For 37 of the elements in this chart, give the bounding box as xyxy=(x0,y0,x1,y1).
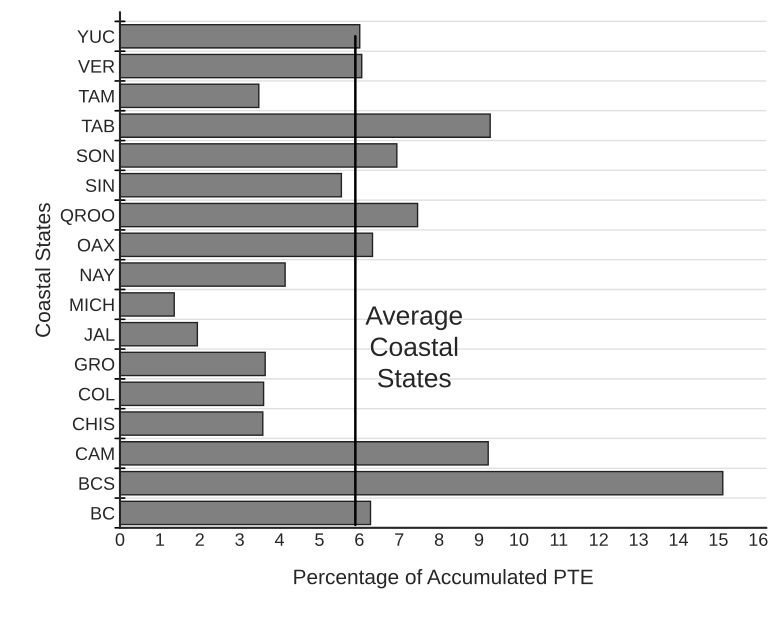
x-tick-label: 9 xyxy=(474,533,484,546)
y-tick-label: COL xyxy=(78,388,115,400)
y-tick-label: QROO xyxy=(60,208,114,225)
x-tick-label: 2 xyxy=(196,533,204,546)
x-tick-label: 16 xyxy=(750,533,768,546)
y-tick-label: SIN xyxy=(86,179,114,192)
y-tick-label: OAX xyxy=(78,238,115,252)
y-tick-label: NAY xyxy=(80,268,115,282)
y-tick-label: JAL xyxy=(84,328,115,341)
x-tick-label: 10 xyxy=(510,533,528,546)
x-tick-label: 1 xyxy=(156,533,164,546)
y-tick-label: TAM xyxy=(78,90,114,102)
y-tick-label: TAB xyxy=(82,120,114,132)
y-tick-label: CAM xyxy=(76,447,114,460)
y-tick-label: GRO xyxy=(74,358,114,371)
ref-line-label: Average Coastal States xyxy=(365,306,462,388)
x-tick-label: 5 xyxy=(315,533,324,546)
y-tick-label: CHIS xyxy=(72,418,114,430)
y-tick-label: MICH xyxy=(70,298,114,312)
y-tick-label: YUC xyxy=(77,30,114,43)
y-tick-label: BCS xyxy=(79,477,114,490)
x-tick-label: 0 xyxy=(116,533,124,546)
x-tick-label: 4 xyxy=(274,533,284,546)
y-tick-label: BC xyxy=(92,506,114,520)
x-tick-label: 12 xyxy=(590,533,608,546)
y-tick-label: SON xyxy=(76,149,114,162)
x-tick-label: 8 xyxy=(434,533,444,546)
x-axis-title: Percentage of Accumulated PTE xyxy=(294,568,593,588)
x-tick-label: 3 xyxy=(235,533,244,546)
y-axis-title: Coastal States xyxy=(34,203,50,337)
y-tick-label: VER xyxy=(78,60,114,73)
x-tick-label: 7 xyxy=(395,533,404,546)
x-tick-label: 11 xyxy=(550,533,568,546)
x-tick-label: 13 xyxy=(630,533,648,546)
x-tick-label: 14 xyxy=(670,533,688,546)
x-tick-label: 15 xyxy=(710,533,728,546)
x-tick-label: 6 xyxy=(355,533,364,546)
